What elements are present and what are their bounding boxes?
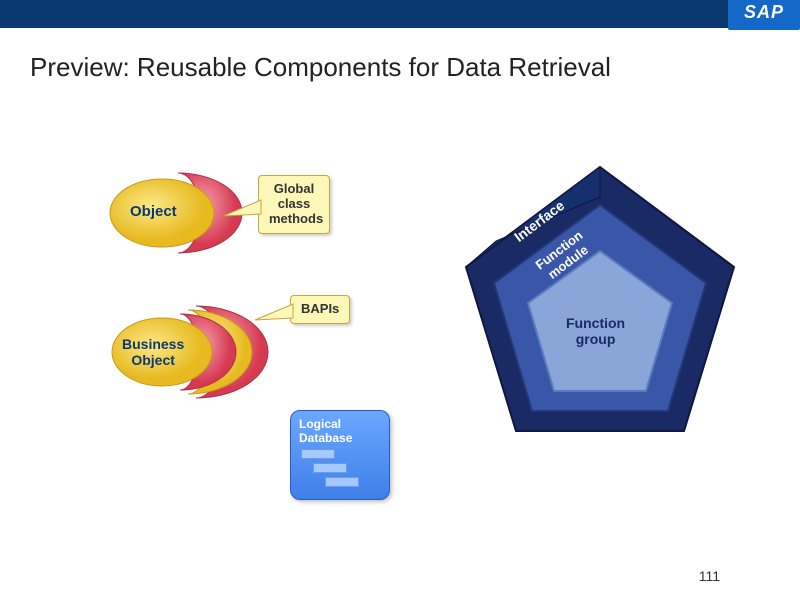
- pentagon-diagram: Interface Function module Function group: [450, 155, 750, 460]
- business-object-shape: Business Object: [100, 300, 280, 415]
- ldb-row-icon: [301, 449, 335, 459]
- logical-database-title: Logical Database: [299, 417, 381, 445]
- object-label: Object: [130, 203, 177, 220]
- ldb-row-icon: [313, 463, 347, 473]
- callout-bapis-text: BAPIs: [301, 301, 339, 316]
- callout-bapis: BAPIs: [290, 295, 350, 324]
- business-object-label: Business Object: [122, 336, 184, 368]
- sap-logo: SAP: [728, 0, 800, 30]
- header-bar: SAP: [0, 0, 800, 28]
- page-number: 111: [699, 568, 720, 584]
- callout-global-class-methods: Global class methods: [258, 175, 330, 234]
- diagram-canvas: Object Business Object Global class meth…: [0, 70, 800, 570]
- logical-database-box: Logical Database: [290, 410, 390, 500]
- pentagon-label-function-group: Function group: [566, 315, 625, 347]
- ldb-row-icon: [325, 477, 359, 487]
- sap-logo-text: SAP: [744, 2, 784, 23]
- callout-gcm-text: Global class methods: [269, 181, 323, 226]
